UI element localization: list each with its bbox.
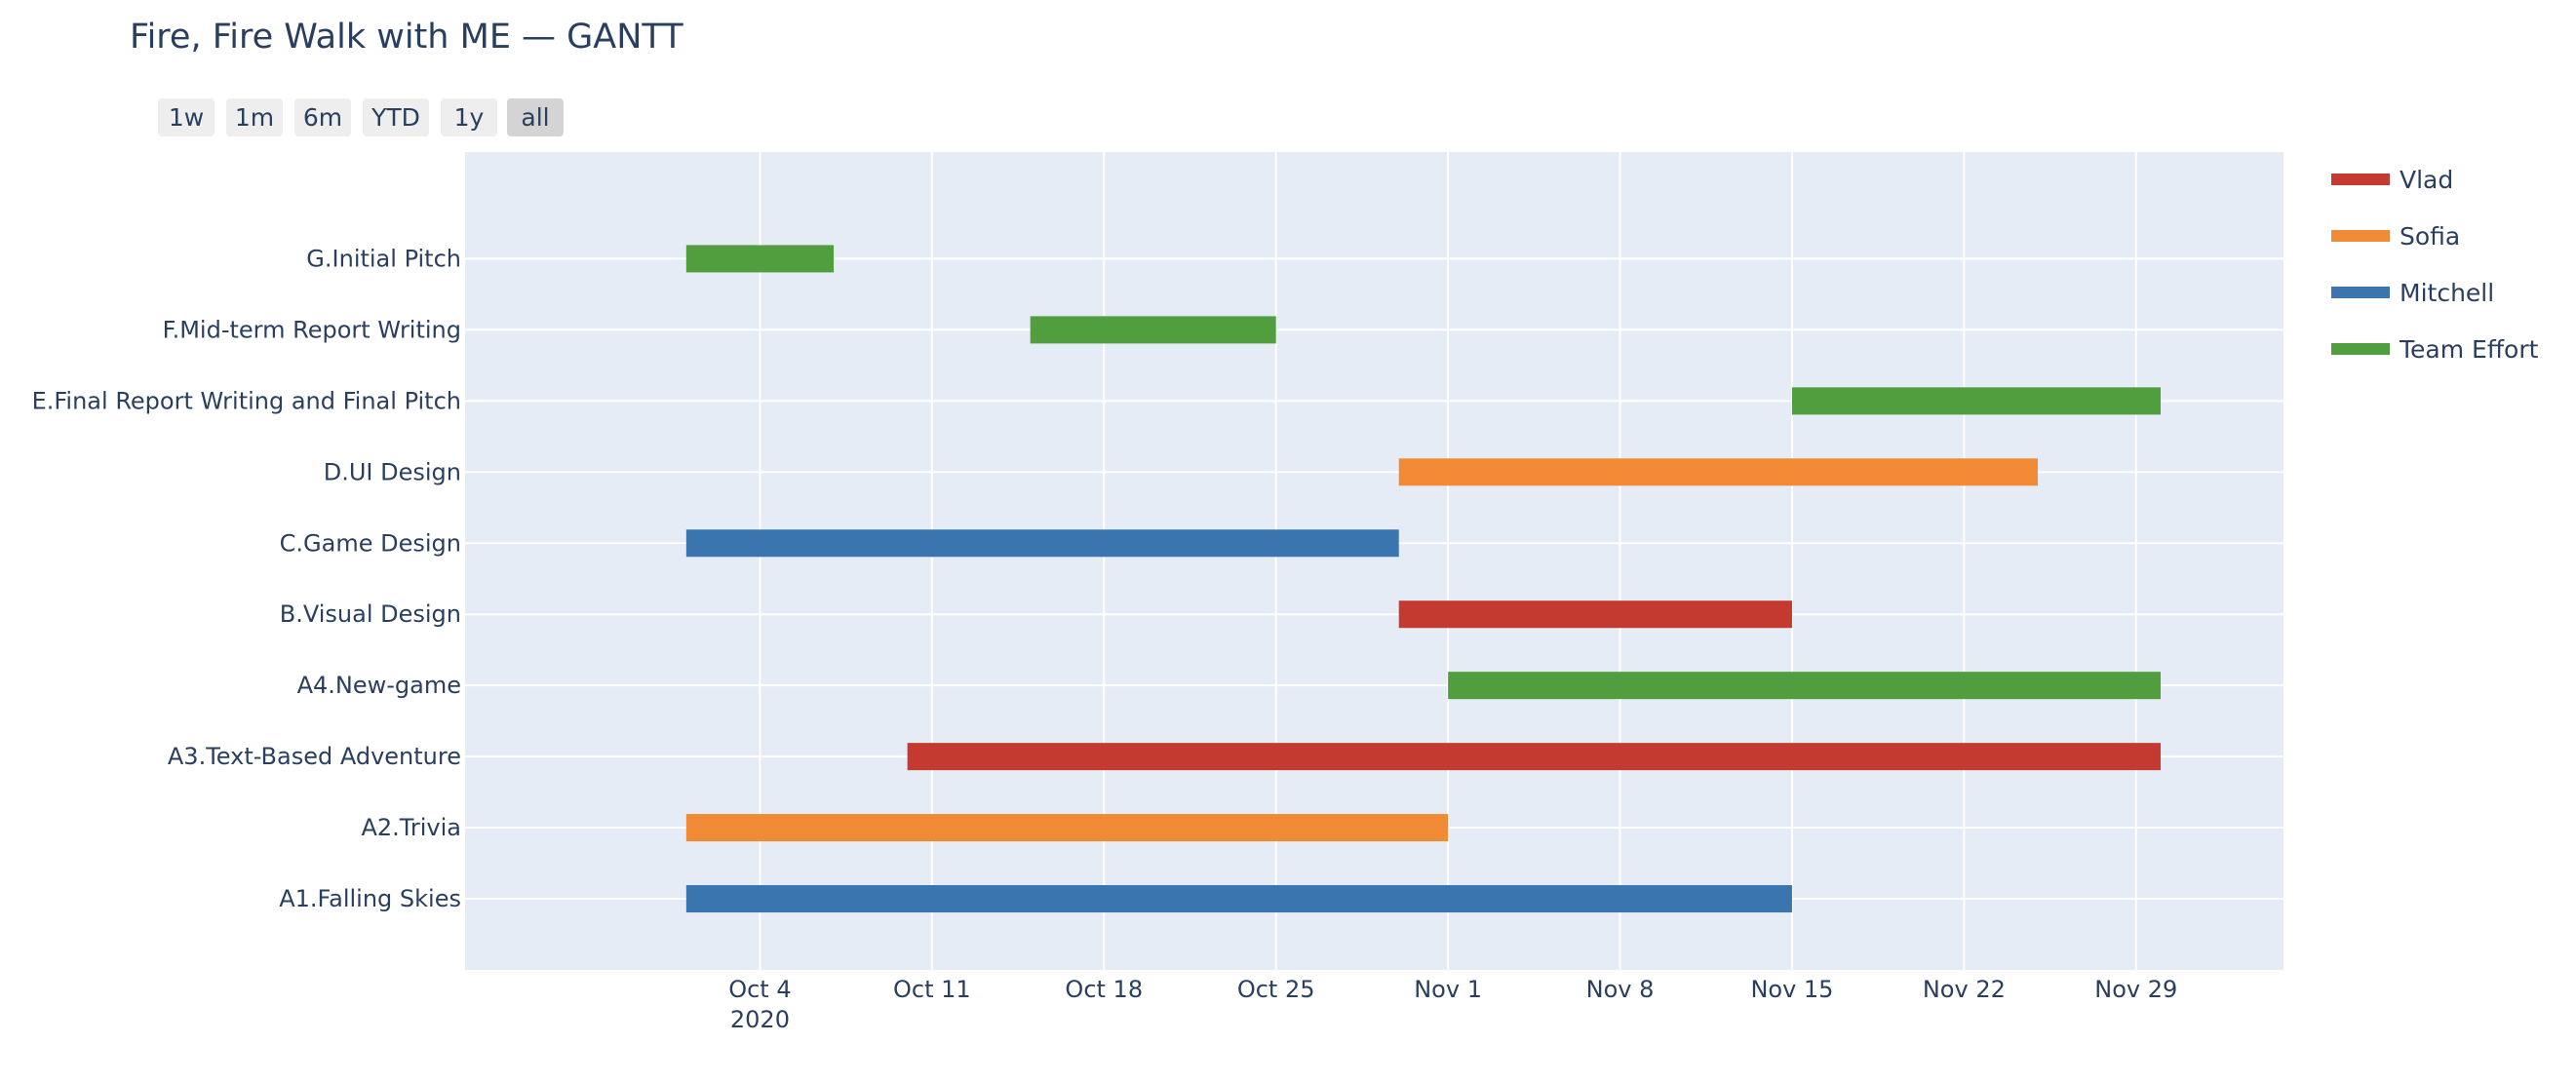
gantt-bar bbox=[1030, 316, 1276, 344]
legend-label: Team Effort bbox=[2399, 335, 2539, 364]
range-button-1y[interactable]: 1y bbox=[441, 98, 497, 136]
gantt-bar bbox=[1398, 600, 1792, 629]
gantt-bar bbox=[1448, 672, 2161, 700]
legend-label: Mitchell bbox=[2400, 279, 2494, 307]
x-tick-label: Oct 18 bbox=[1065, 976, 1143, 1003]
gantt-bar bbox=[1398, 458, 2038, 486]
y-tick-label: A1.Falling Skies bbox=[279, 885, 461, 912]
x-tick-label: Oct 25 bbox=[1237, 976, 1315, 1003]
x-tick-label: Oct 4 bbox=[728, 976, 791, 1003]
y-tick-label: G.Initial Pitch bbox=[306, 245, 461, 272]
x-tick-label: Nov 1 bbox=[1414, 976, 1482, 1003]
y-tick-label: A4.New-game bbox=[297, 672, 461, 699]
y-tick-label: E.Final Report Writing and Final Pitch bbox=[32, 387, 461, 414]
legend-swatch bbox=[2331, 287, 2390, 298]
y-tick-label: A3.Text-Based Adventure bbox=[168, 743, 461, 770]
gantt-bar bbox=[1791, 387, 2161, 415]
x-tick-label: Nov 29 bbox=[2094, 976, 2177, 1003]
legend-swatch bbox=[2331, 230, 2390, 242]
y-tick-label: F.Mid-term Report Writing bbox=[163, 316, 461, 343]
y-tick-label: C.Game Design bbox=[280, 529, 461, 557]
range-button-1w[interactable]: 1w bbox=[158, 98, 215, 136]
gantt-bar bbox=[685, 529, 1399, 558]
legend-label: Sofia bbox=[2400, 222, 2460, 251]
range-button-all[interactable]: all bbox=[507, 98, 564, 136]
x-tick-label: Nov 15 bbox=[1750, 976, 1833, 1003]
x-tick-label: Nov 8 bbox=[1586, 976, 1655, 1003]
plot-area bbox=[465, 152, 2283, 970]
range-button-1m[interactable]: 1m bbox=[226, 98, 283, 136]
x-tick-label: Oct 11 bbox=[893, 976, 971, 1003]
x-tick-sublabel: 2020 bbox=[730, 1006, 790, 1033]
x-tick-label: Nov 22 bbox=[1923, 976, 2006, 1003]
gantt-bar bbox=[685, 885, 1792, 913]
y-tick-label: B.Visual Design bbox=[280, 600, 461, 628]
y-tick-label: D.UI Design bbox=[324, 458, 461, 485]
gantt-bar bbox=[685, 245, 835, 273]
legend-swatch bbox=[2331, 174, 2390, 185]
range-button-ytd[interactable]: YTD bbox=[363, 98, 429, 136]
legend-label: Vlad bbox=[2400, 166, 2453, 194]
gantt-bar bbox=[685, 814, 1449, 842]
legend-swatch bbox=[2331, 343, 2390, 355]
y-tick-label: A2.Trivia bbox=[361, 814, 461, 841]
range-button-6m[interactable]: 6m bbox=[294, 98, 351, 136]
chart-title: Fire, Fire Walk with ME — GANTT bbox=[130, 18, 683, 57]
gantt-bar bbox=[907, 743, 2161, 771]
